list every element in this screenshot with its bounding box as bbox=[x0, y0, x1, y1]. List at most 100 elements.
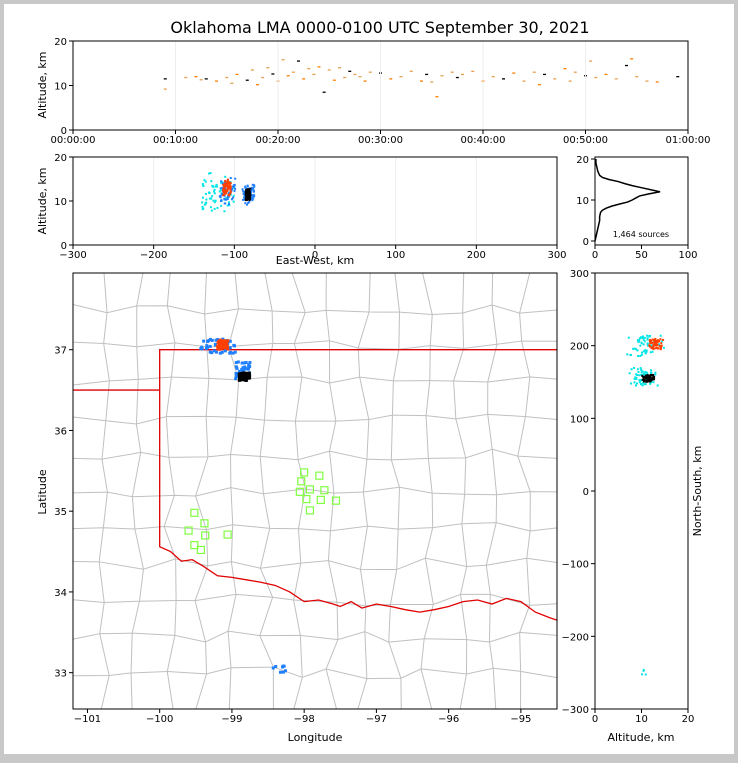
plan-view-source bbox=[208, 350, 212, 354]
altitude-ns-point bbox=[653, 376, 656, 379]
altitude-ns-point bbox=[632, 367, 635, 370]
altitude-ns-point bbox=[650, 344, 653, 347]
altitude-ns-point bbox=[651, 341, 654, 344]
time-tick-label: 01:00:00 bbox=[666, 135, 711, 146]
plan-view-source bbox=[216, 340, 220, 344]
time-altitude-point bbox=[553, 78, 557, 80]
altitude-ns-point bbox=[638, 337, 641, 340]
ew-altitude-point bbox=[251, 199, 254, 202]
time-altitude-point bbox=[420, 80, 423, 82]
ew-altitude-point bbox=[201, 205, 204, 208]
altitude-ns-point bbox=[642, 373, 645, 376]
altitude-ns-point bbox=[642, 377, 645, 380]
ew-altitude-point bbox=[232, 186, 235, 189]
longitude-tick-label: −101 bbox=[74, 714, 101, 725]
altitude-ns-point bbox=[643, 340, 646, 343]
altitude-ns-point bbox=[642, 380, 645, 383]
figure-title: Oklahoma LMA 0000-0100 UTC September 30,… bbox=[170, 18, 589, 37]
time-altitude-point bbox=[266, 67, 270, 69]
altitude-tick-label: 20 bbox=[54, 37, 67, 48]
time-altitude-panel: 00:00:00 00:10:00 00:20:00 00:30:00 00:40:00… bbox=[36, 37, 710, 146]
ew-altitude-point bbox=[252, 190, 255, 193]
plan-view-axes-box bbox=[72, 272, 558, 710]
time-altitude-point bbox=[286, 75, 290, 77]
altitude-ns-point bbox=[632, 347, 635, 350]
altitude-ns-point bbox=[649, 379, 652, 382]
ew-altitude-point bbox=[242, 193, 245, 196]
plan-view-source bbox=[239, 372, 243, 376]
altitude-ns-xlabel: Altitude, km bbox=[607, 731, 674, 744]
county-line bbox=[73, 448, 557, 461]
ew-altitude-point bbox=[223, 182, 226, 185]
plan-view-source bbox=[243, 377, 247, 381]
ew-altitude-point bbox=[253, 195, 256, 198]
county-line bbox=[357, 273, 371, 709]
ew-altitude-point bbox=[228, 181, 231, 184]
ew-altitude-point bbox=[213, 201, 216, 204]
ew-altitude-point bbox=[229, 186, 232, 189]
lma-station-marker bbox=[331, 496, 341, 505]
lma-station-marker bbox=[223, 530, 232, 539]
altitude-ns-point bbox=[636, 349, 639, 352]
altitude-ns-point bbox=[641, 335, 644, 338]
ew-altitude-point bbox=[224, 180, 227, 183]
county-line bbox=[517, 273, 531, 709]
ew-tick-label: −300 bbox=[59, 250, 86, 261]
altitude-ns-point bbox=[640, 368, 643, 371]
ew-altitude-point bbox=[222, 188, 225, 191]
ew-altitude-point bbox=[227, 193, 230, 196]
altitude-ns-point bbox=[649, 374, 652, 377]
lma-station-marker bbox=[184, 526, 193, 535]
altitude-ns-point bbox=[633, 381, 636, 384]
ew-altitude-point bbox=[220, 193, 223, 196]
ew-altitude-point bbox=[245, 203, 248, 206]
altitude-ns-point bbox=[640, 336, 643, 339]
altitude-ns-ylabel: North-South, km bbox=[691, 446, 704, 537]
altitude-ns-point bbox=[646, 342, 649, 345]
altitude-ns-point bbox=[662, 338, 665, 341]
time-altitude-point bbox=[450, 71, 454, 73]
ew-altitude-point bbox=[229, 191, 232, 194]
altitude-ns-point bbox=[656, 384, 659, 387]
time-altitude-point bbox=[163, 78, 167, 80]
ew-altitude-point bbox=[224, 197, 227, 200]
ew-altitude-point bbox=[209, 197, 212, 200]
ew-altitude-point bbox=[213, 192, 216, 195]
plan-view-source bbox=[240, 361, 244, 365]
ew-altitude-point bbox=[209, 172, 212, 175]
plan-view-source bbox=[234, 377, 238, 381]
plan-view-source bbox=[223, 349, 227, 353]
altitude-ns-point bbox=[656, 343, 659, 346]
ew-altitude-point bbox=[223, 194, 226, 197]
ew-altitude-point bbox=[221, 181, 224, 184]
altitude-ns-point bbox=[655, 340, 658, 343]
altitude-ns-point bbox=[654, 339, 657, 342]
altitude-ns-point bbox=[645, 377, 648, 380]
ew-altitude-point bbox=[241, 198, 244, 201]
ew-altitude-point bbox=[242, 190, 245, 193]
time-altitude-point bbox=[338, 67, 341, 69]
time-altitude-point bbox=[435, 96, 439, 98]
plan-view-source bbox=[237, 369, 241, 373]
altitude-histogram-panel: 0 50 100 0 10 20 1,464 sources bbox=[576, 155, 697, 261]
plan-view-source bbox=[205, 344, 209, 348]
plan-view-source bbox=[243, 373, 247, 377]
altitude-ns-point bbox=[643, 336, 646, 339]
altitude-ns-point bbox=[650, 346, 653, 349]
plan-view-source bbox=[218, 351, 222, 355]
altitude-ns-point bbox=[648, 380, 651, 383]
ew-altitude-point bbox=[213, 188, 216, 191]
ew-altitude-point bbox=[215, 183, 218, 186]
altitude-ns-ticks: 0 10 20 −300 −200 −100 0 100 200 300 bbox=[562, 269, 695, 725]
ew-altitude-point bbox=[228, 192, 231, 195]
altitude-ns-point bbox=[629, 353, 632, 356]
altitude-ns-point bbox=[639, 354, 642, 357]
ew-tick-label: 300 bbox=[547, 250, 566, 261]
plan-view-source bbox=[274, 664, 278, 668]
ew-altitude-point bbox=[220, 181, 223, 184]
plan-view-source bbox=[228, 339, 232, 343]
ew-altitude-point bbox=[226, 196, 229, 199]
ew-altitude-point bbox=[208, 172, 211, 175]
ew-altitude-point bbox=[230, 198, 233, 201]
altitude-ns-point bbox=[649, 382, 652, 385]
